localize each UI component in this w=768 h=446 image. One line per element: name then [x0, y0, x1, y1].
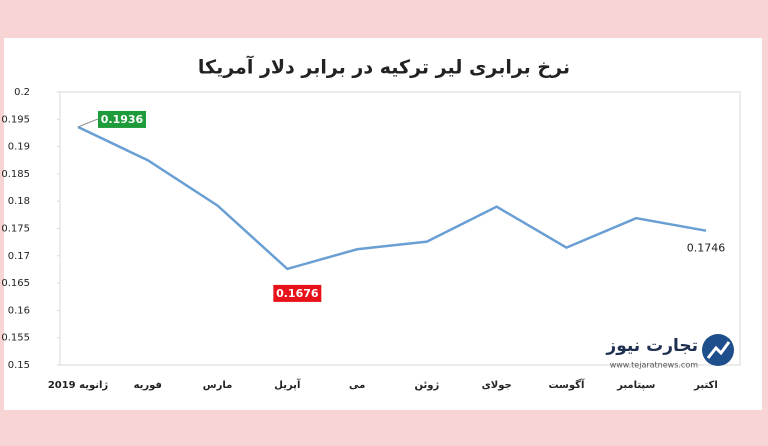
- y-tick-label: 0.185: [1, 169, 30, 180]
- watermark-url: www.tejaratnews.com: [610, 361, 698, 370]
- watermark-name: تجارت نیوز: [605, 336, 698, 356]
- y-tick-label: 0.155: [1, 333, 30, 344]
- x-tick-label: ژوئن: [415, 380, 440, 391]
- y-tick-label: 0.16: [8, 305, 30, 316]
- y-tick-label: 0.18: [8, 196, 30, 207]
- x-tick-label: می: [349, 380, 365, 391]
- x-tick-label: سپتامبر: [616, 380, 655, 391]
- x-tick-label: فوریه: [134, 380, 162, 391]
- line: [77, 125, 707, 271]
- y-tick-label: 0.2: [14, 87, 30, 98]
- y-tick-label: 0.175: [1, 224, 30, 235]
- y-tick-label: 0.165: [1, 278, 30, 289]
- label-box: [98, 110, 146, 128]
- x-tick-label: آگوست: [548, 378, 585, 391]
- y-tick-label: 0.17: [8, 251, 30, 262]
- x-tick-label: مارس: [203, 380, 233, 391]
- value-label: 0.1746: [687, 242, 726, 255]
- x-tick-label: آپریل: [274, 378, 301, 391]
- watermark-arrow: [706, 341, 731, 359]
- chart-title: نرخ برابری لیر ترکیه در برابر دلار آمریک…: [198, 55, 570, 79]
- value-label: 0.1676: [276, 287, 319, 300]
- y-tick-label: 0.195: [1, 114, 30, 125]
- x-tick-label: ژانویه 2019: [48, 380, 109, 391]
- chart-panel: [4, 38, 762, 410]
- value-label: 0.1936: [101, 113, 144, 126]
- x-tick-label: اکتبر: [693, 380, 718, 391]
- x-tick-label: جولای: [482, 380, 512, 391]
- y-tick-label: 0.19: [8, 142, 30, 153]
- watermark: تجارت نیوز www.tejaratnews.com: [605, 334, 734, 370]
- label-box: [273, 284, 322, 302]
- y-tick-label: 0.15: [8, 360, 30, 371]
- leader-line: [77, 118, 99, 128]
